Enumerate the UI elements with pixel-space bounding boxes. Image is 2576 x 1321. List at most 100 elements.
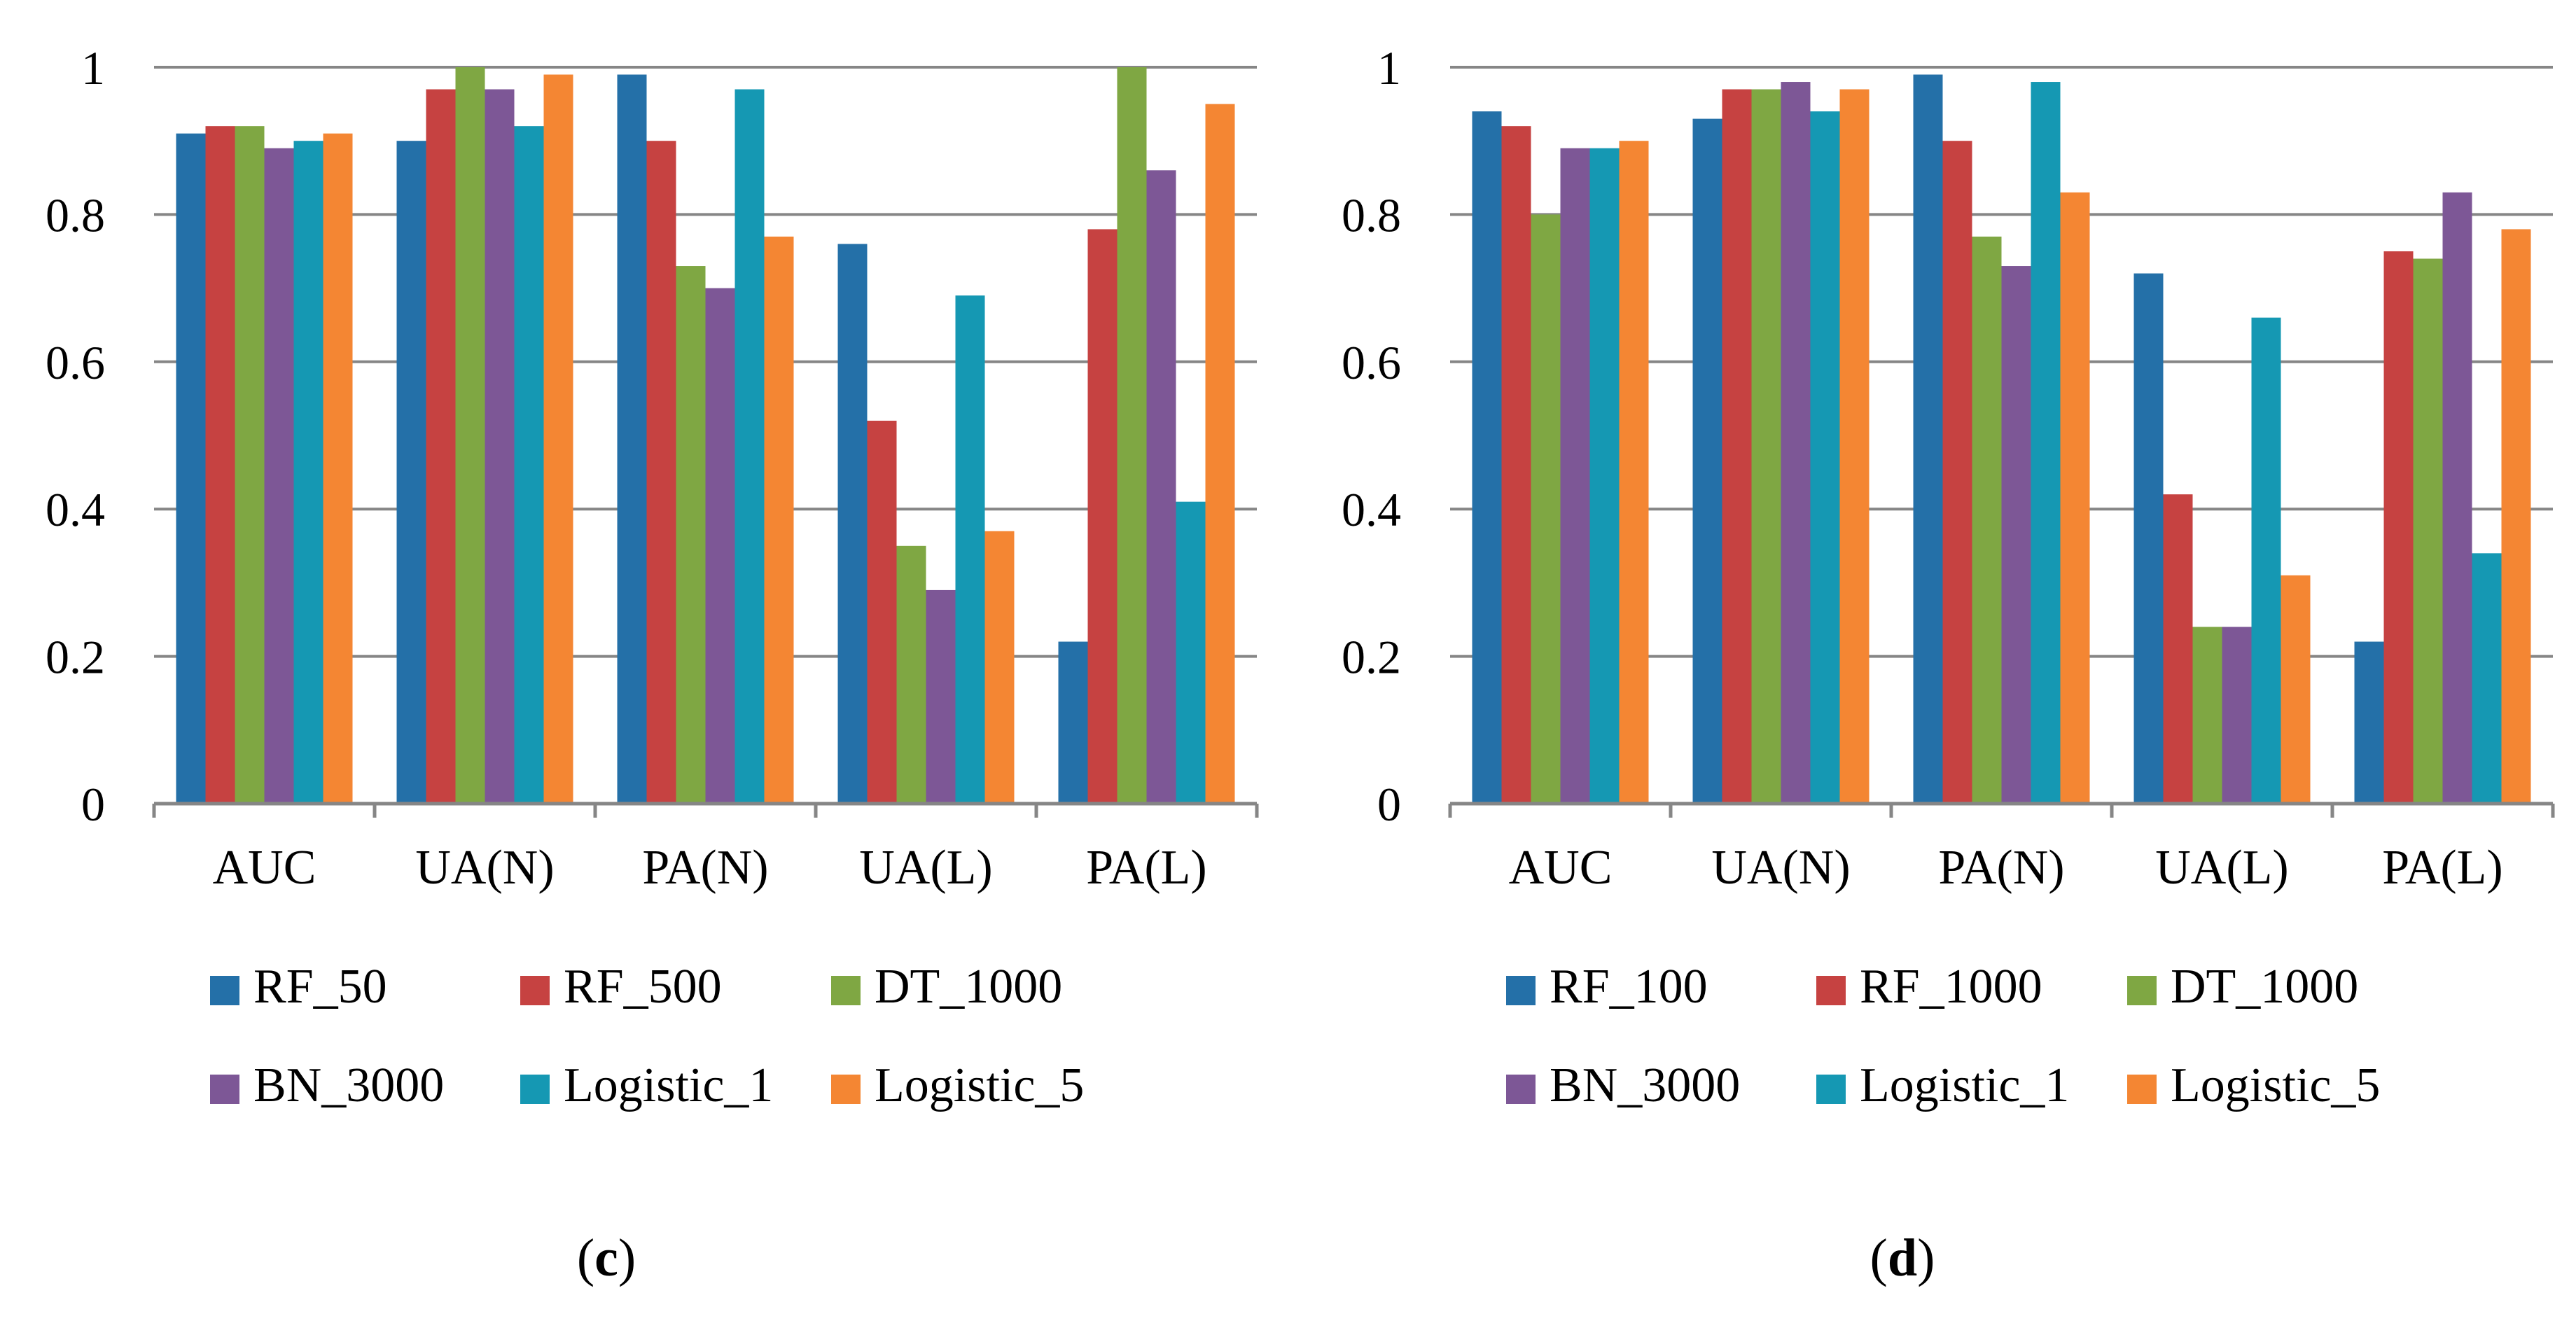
bar-RF_50-AUC	[176, 133, 206, 804]
legend-label-RF_50: RF_50	[253, 960, 387, 1014]
bar-Logistic_5-PA(N)	[2060, 192, 2090, 804]
legend-label-BN_3000: BN_3000	[253, 1058, 444, 1112]
x-tick-label: AUC	[1509, 841, 1613, 895]
y-tick-label: 0.6	[46, 336, 105, 389]
legend-swatch-Logistic_5	[2127, 1075, 2157, 1104]
legend-swatch-BN_3000	[1506, 1075, 1536, 1104]
bar-BN_3000-PA(N)	[2001, 266, 2031, 804]
panel-label-open: (	[577, 1229, 594, 1287]
x-tick-label: UA(N)	[415, 841, 554, 895]
legend-swatch-Logistic_1	[1816, 1075, 1846, 1104]
legend-swatch-RF_50	[210, 976, 239, 1005]
x-tick-label: PA(L)	[2382, 841, 2502, 895]
panel-label-close: )	[1917, 1229, 1935, 1287]
y-tick-label: 0.8	[46, 188, 105, 242]
bar-RF_50-PA(L)	[1058, 641, 1088, 804]
y-tick-label: 1	[81, 41, 105, 95]
legend-swatch-RF_1000	[1816, 976, 1846, 1005]
legend-label-DT_1000: DT_1000	[875, 960, 1062, 1014]
panel-label-close: )	[618, 1229, 636, 1287]
y-tick-label: 0.2	[46, 631, 105, 684]
x-tick-label: UA(N)	[1711, 841, 1850, 895]
bar-RF_1000-PA(L)	[2383, 251, 2414, 804]
legend-swatch-BN_3000	[210, 1075, 239, 1104]
bar-RF_50-UA(N)	[396, 141, 426, 804]
bar-BN_3000-AUC	[1560, 148, 1590, 804]
y-tick-label: 0.4	[1342, 483, 1401, 536]
bar-Logistic_5-AUC	[323, 133, 353, 804]
legend-swatch-Logistic_5	[831, 1075, 861, 1104]
bar-Logistic_5-PA(L)	[2501, 229, 2531, 804]
bar-Logistic_5-UA(L)	[2281, 575, 2311, 804]
legend-label-Logistic_5: Logistic_5	[875, 1058, 1084, 1112]
legend-label-Logistic_5: Logistic_5	[2171, 1058, 2380, 1112]
bar-RF_500-UA(L)	[867, 420, 897, 804]
legend-swatch-RF_100	[1506, 976, 1536, 1005]
bar-DT_1000-UA(L)	[2192, 627, 2222, 804]
y-tick-label: 0	[1377, 778, 1401, 831]
bar-Logistic_5-PA(L)	[1205, 104, 1235, 804]
bar-BN_3000-UA(N)	[485, 89, 515, 804]
bar-BN_3000-PA(N)	[705, 288, 735, 804]
legend-label-RF_500: RF_500	[564, 960, 722, 1014]
legend-label-Logistic_1: Logistic_1	[564, 1058, 773, 1112]
bar-BN_3000-UA(L)	[926, 589, 956, 804]
bar-Logistic_5-PA(N)	[764, 236, 794, 804]
bar-RF_100-PA(L)	[2354, 641, 2384, 804]
panel-label-letter: d	[1888, 1229, 1917, 1287]
legend-swatch-DT_1000	[831, 976, 861, 1005]
legend-swatch-Logistic_1	[520, 1075, 550, 1104]
bar-Logistic_1-AUC	[1589, 148, 1620, 804]
legend-label-BN_3000: BN_3000	[1550, 1058, 1740, 1112]
chart-panel-c: 0 0.2 0.4 0.6 0.8 1 AUC UA(N) PA(N) UA(L) PA(L) RF_…	[46, 41, 1259, 1287]
bar-RF_1000-UA(N)	[1722, 89, 1752, 804]
bar-BN_3000-PA(L)	[2442, 192, 2472, 804]
bar-Logistic_1-UA(N)	[1810, 111, 1840, 804]
x-tick-label: PA(L)	[1086, 841, 1206, 895]
legend-swatch-RF_500	[520, 976, 550, 1005]
bar-DT_1000-PA(L)	[1117, 67, 1147, 804]
bar-RF_1000-PA(N)	[1942, 141, 1972, 804]
bar-RF_1000-UA(L)	[2163, 494, 2193, 804]
x-tick-label: PA(N)	[1938, 841, 2064, 895]
bar-DT_1000-UA(N)	[455, 67, 485, 804]
bar-RF_50-UA(L)	[837, 244, 868, 804]
bar-RF_500-UA(N)	[426, 89, 456, 804]
y-tick-label: 1	[1377, 41, 1401, 95]
bar-DT_1000-AUC	[1531, 214, 1561, 804]
bar-DT_1000-AUC	[235, 126, 265, 804]
bar-RF_1000-AUC	[1501, 126, 1531, 804]
bar-RF_50-PA(N)	[617, 74, 647, 804]
bar-RF_100-PA(N)	[1913, 74, 1943, 804]
bar-BN_3000-UA(L)	[2222, 627, 2252, 804]
bar-DT_1000-PA(L)	[2413, 258, 2443, 804]
bar-BN_3000-PA(L)	[1146, 170, 1176, 804]
chart-panel-d: 0 0.2 0.4 0.6 0.8 1 AUC UA(N) PA(N) UA(L) PA(L) RF_…	[1342, 41, 2555, 1287]
bar-Logistic_5-AUC	[1619, 141, 1649, 804]
legend-label-RF_100: RF_100	[1550, 960, 1708, 1014]
x-tick-label: UA(L)	[2155, 841, 2288, 895]
x-tick-label: UA(L)	[859, 841, 992, 895]
legend-label-RF_1000: RF_1000	[1860, 960, 2042, 1014]
bar-Logistic_5-UA(N)	[1839, 89, 1870, 804]
y-tick-label: 0.2	[1342, 631, 1401, 684]
bar-BN_3000-AUC	[264, 148, 294, 804]
bar-DT_1000-PA(N)	[676, 266, 706, 804]
x-tick-label: PA(N)	[642, 841, 768, 895]
y-tick-label: 0.4	[46, 483, 105, 536]
panel-label: (d)	[1870, 1229, 1935, 1287]
bar-Logistic_1-PA(L)	[1176, 501, 1206, 804]
legend-swatch-DT_1000	[2127, 976, 2157, 1005]
bar-Logistic_1-UA(N)	[514, 126, 544, 804]
x-tick-label: AUC	[213, 841, 316, 895]
panel-label-open: (	[1870, 1229, 1888, 1287]
bar-Logistic_5-UA(L)	[984, 531, 1015, 804]
bar-Logistic_1-UA(L)	[2251, 317, 2281, 804]
panel-label: (c)	[577, 1229, 636, 1287]
bar-RF_500-PA(L)	[1087, 229, 1118, 804]
bar-RF_100-UA(N)	[1692, 118, 1722, 804]
bar-RF_500-AUC	[205, 126, 235, 804]
panel-label-letter: c	[594, 1229, 618, 1287]
bar-DT_1000-UA(N)	[1751, 89, 1781, 804]
